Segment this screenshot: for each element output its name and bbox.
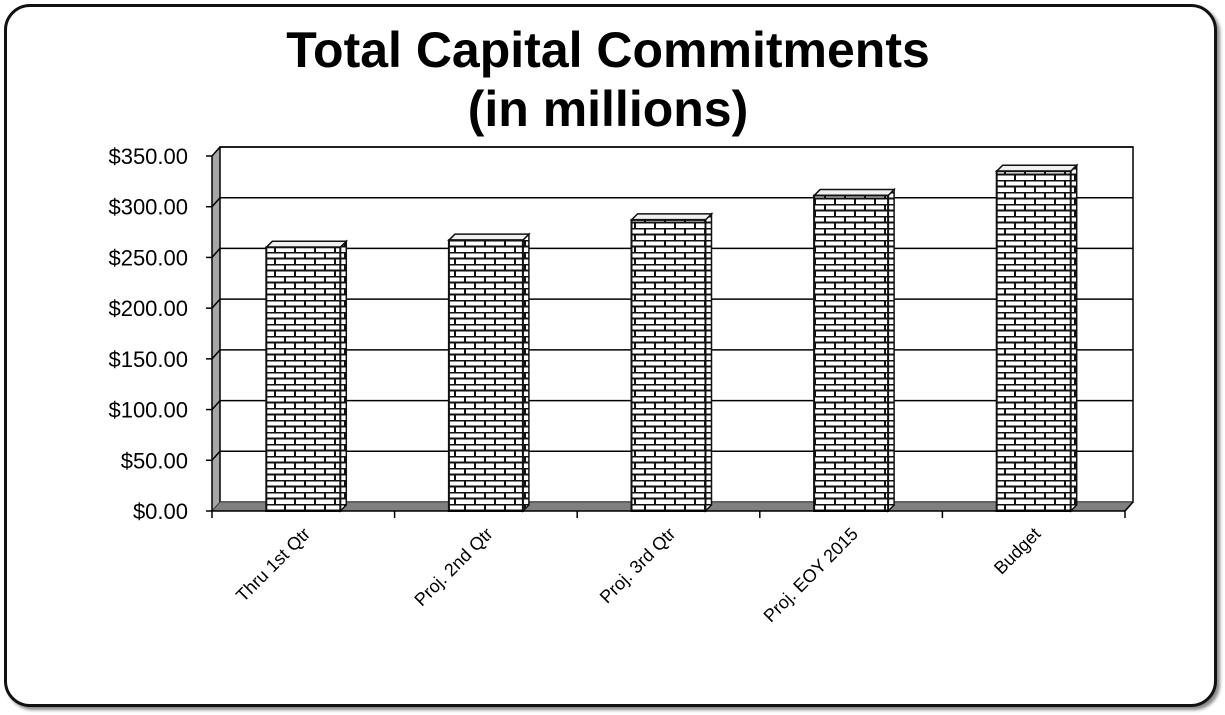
bar-front-face <box>813 194 890 513</box>
x-category-label: Budget <box>990 524 1044 578</box>
y-tick-label: $350.00 <box>108 144 188 169</box>
bar-front-face <box>995 170 1072 512</box>
gridline-diagonal <box>211 247 221 258</box>
y-tick-label: $50.00 <box>121 448 188 473</box>
gridline-diagonal <box>211 146 221 157</box>
y-tick-label: $0.00 <box>133 499 188 524</box>
y-tick-label: $150.00 <box>108 347 188 372</box>
x-category-label: Thru 1st Qtr <box>232 524 314 606</box>
bar <box>994 163 1079 513</box>
gridline-diagonal <box>211 197 221 208</box>
y-tick-label: $300.00 <box>108 195 188 220</box>
x-category-label: Proj. EOY 2015 <box>760 524 862 626</box>
bar <box>629 212 714 513</box>
bar <box>812 187 896 513</box>
gridline-diagonal <box>211 450 221 461</box>
chart-title: Total Capital Commitments (in millions) <box>286 22 930 137</box>
bar-front-face <box>447 239 524 513</box>
gridline-diagonal <box>211 400 221 411</box>
x-axis-category-labels: Thru 1st Qtr Proj. 2nd Qtr Proj. 3rd Qtr Pr… <box>232 524 1044 626</box>
x-category-label: Proj. 2nd Qtr <box>410 524 496 610</box>
bar <box>264 239 349 513</box>
axes <box>211 156 1134 518</box>
y-tick-label: $100.00 <box>108 398 188 423</box>
floor-edge <box>1124 501 1134 512</box>
x-category-label: Proj. 3rd Qtr <box>596 524 679 607</box>
bar-front-face <box>265 246 342 513</box>
y-tick-label: $250.00 <box>108 245 188 270</box>
y-axis-tick-labels: $0.00 $50.00 $100.00 $150.00 $200.00 $250.00 $… <box>108 144 212 524</box>
chart-title-line-1: Total Capital Commitments <box>286 22 930 78</box>
chart-title-line-2: (in millions) <box>468 81 749 137</box>
gridline-diagonal <box>211 298 221 309</box>
bar <box>447 232 531 513</box>
bar-front-face <box>630 218 707 512</box>
gridline-diagonal <box>211 349 221 360</box>
y-tick-label: $200.00 <box>108 296 188 321</box>
